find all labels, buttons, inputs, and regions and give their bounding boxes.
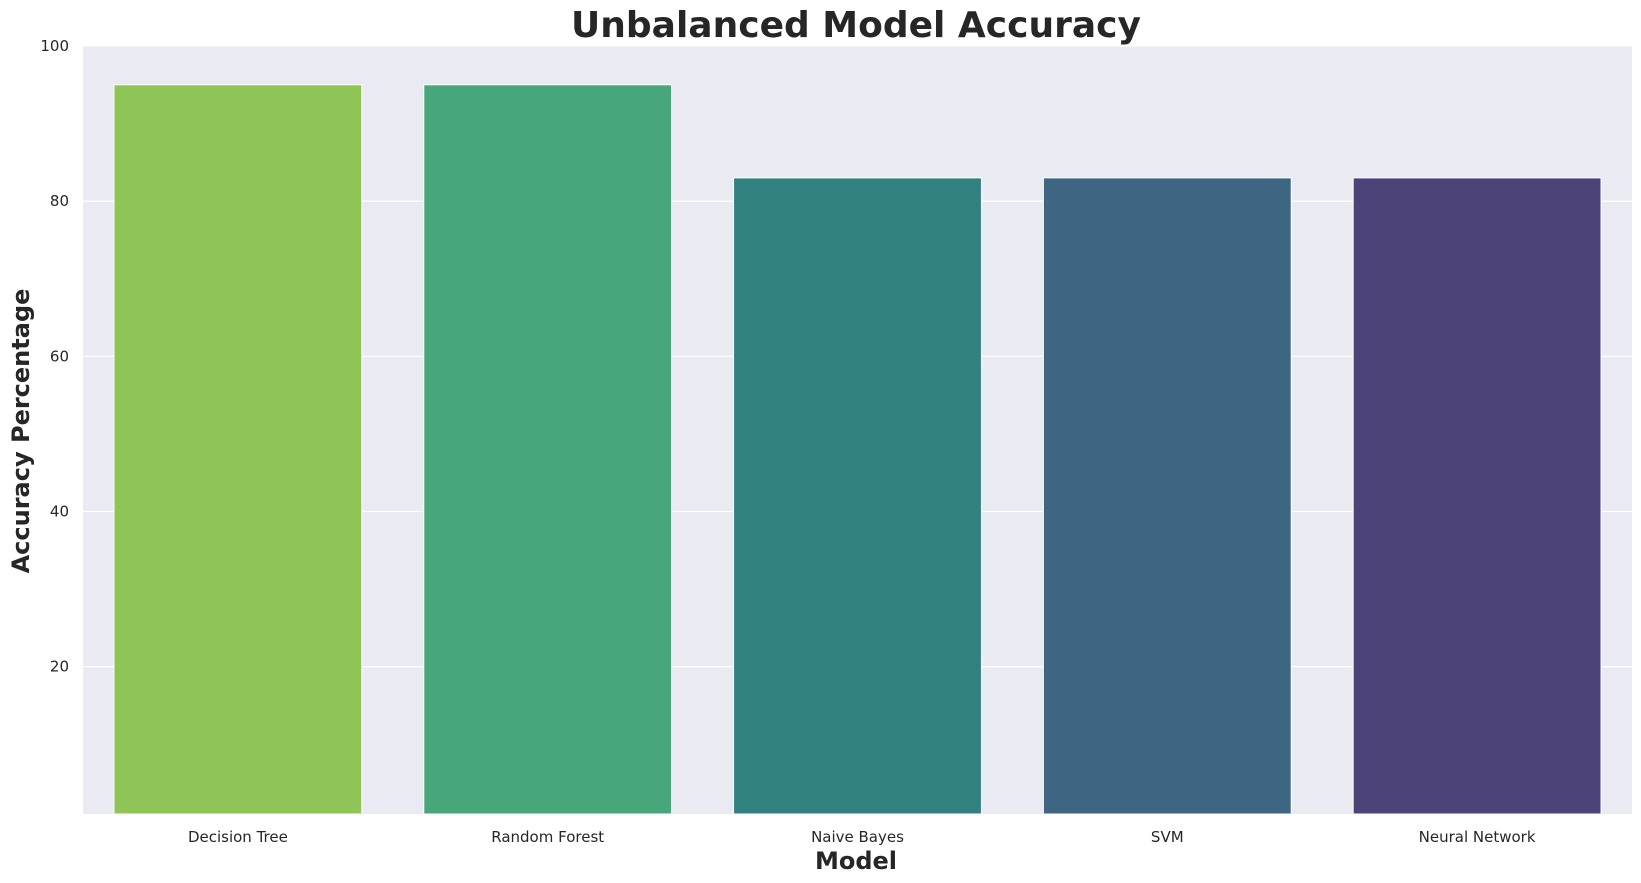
chart-title: Unbalanced Model Accuracy	[571, 5, 1141, 46]
y-tick-label: 80	[50, 192, 69, 210]
bar	[113, 84, 363, 815]
x-tick-label: Neural Network	[1419, 828, 1536, 846]
y-axis-ticks: 20 40 60 80 100	[40, 37, 69, 676]
y-tick-label: 100	[40, 37, 69, 55]
bar	[1042, 177, 1292, 815]
x-axis-title: Model	[815, 847, 897, 875]
bars	[113, 84, 1602, 815]
y-tick-label: 40	[50, 502, 69, 520]
y-tick-label: 60	[50, 347, 69, 365]
bar	[423, 84, 673, 815]
x-tick-label: Decision Tree	[188, 828, 288, 846]
x-axis-ticks: Decision Tree Random Forest Naive Bayes SVM…	[188, 828, 1536, 846]
x-tick-label: Naive Bayes	[811, 828, 904, 846]
x-tick-label: SVM	[1151, 828, 1184, 846]
y-axis-title: Accuracy Percentage	[7, 289, 35, 574]
bar	[1352, 177, 1602, 815]
y-tick-label: 20	[50, 658, 69, 676]
x-tick-label: Random Forest	[491, 828, 604, 846]
bar	[733, 177, 982, 815]
